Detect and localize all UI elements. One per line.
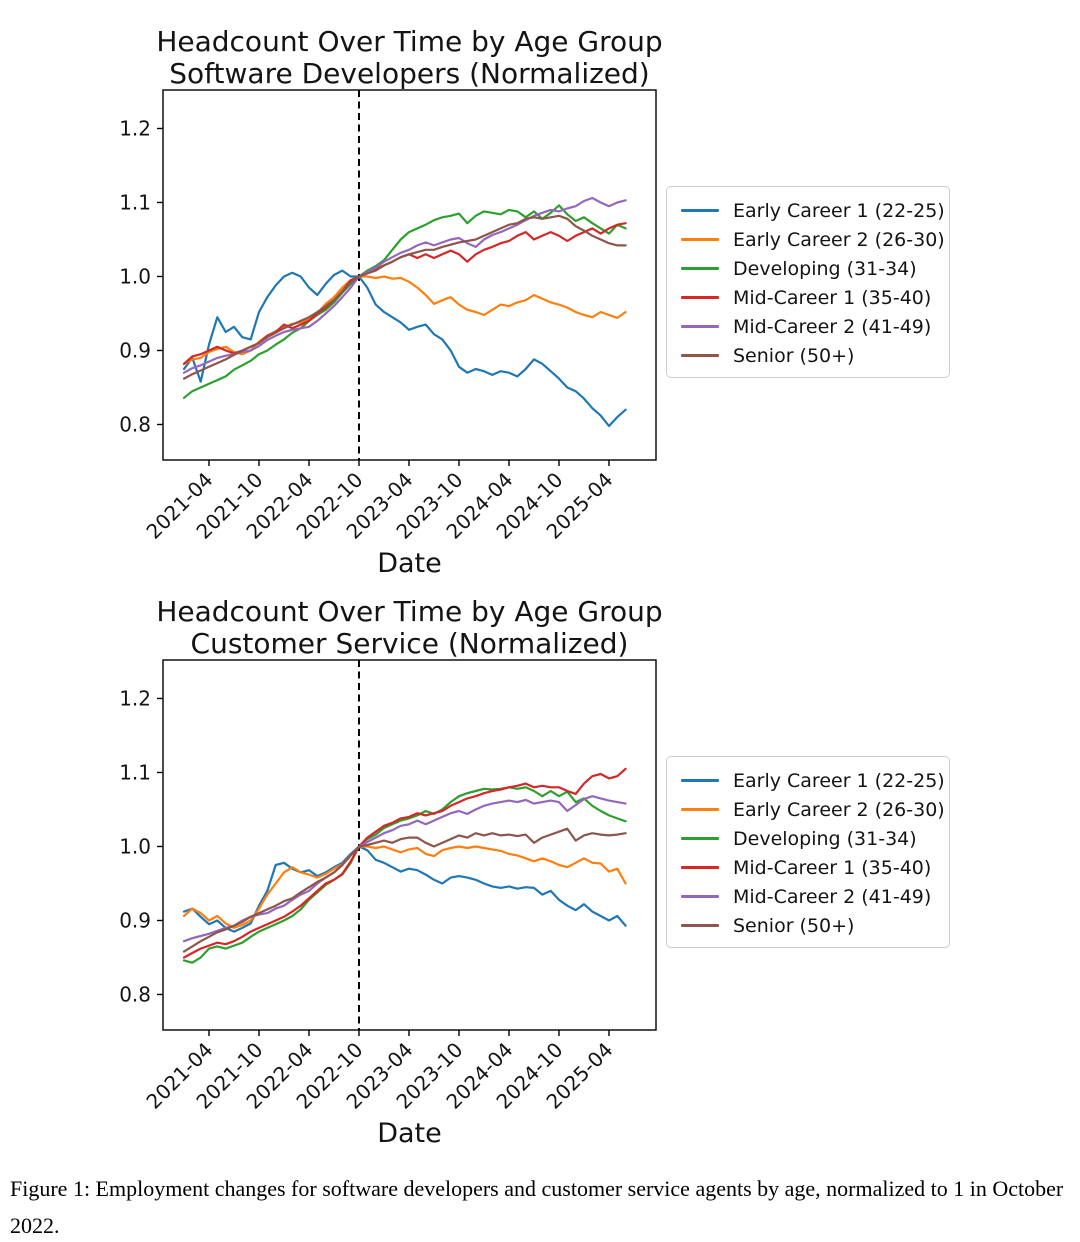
series-line-early-career-1-22-25 bbox=[182, 269, 627, 428]
series-line-senior-50 bbox=[182, 827, 627, 953]
legend-item-early-career-2-26-30: Early Career 2 (26-30) bbox=[673, 225, 945, 254]
legend-item-mid-career-2-41-49: Mid-Career 2 (41-49) bbox=[673, 882, 943, 911]
series-line-mid-career-1-35-40 bbox=[182, 222, 627, 365]
legend-swatch bbox=[681, 808, 719, 811]
legend-swatch bbox=[681, 779, 719, 782]
legend-item-mid-career-1-35-40: Mid-Career 1 (35-40) bbox=[673, 283, 943, 312]
legend-label: Mid-Career 1 (35-40) bbox=[733, 286, 932, 309]
series-line-developing-31-34 bbox=[182, 786, 627, 964]
y-tick-label: 1.0 bbox=[119, 264, 151, 288]
legend-label: Senior (50+) bbox=[733, 344, 855, 367]
chart-title: Headcount Over Time by Age Group Custome… bbox=[0, 596, 819, 660]
legend-item-mid-career-1-35-40: Mid-Career 1 (35-40) bbox=[673, 853, 943, 882]
chart-title-line2: Software Developers (Normalized) bbox=[169, 57, 650, 90]
legend-label: Early Career 1 (22-25) bbox=[733, 769, 945, 792]
chart-title-line1: Headcount Over Time by Age Group bbox=[156, 25, 663, 58]
series-line-mid-career-2-41-49 bbox=[182, 196, 627, 374]
y-tick-label: 1.2 bbox=[119, 686, 151, 710]
legend-swatch bbox=[681, 238, 719, 241]
x-axis-label: Date bbox=[377, 1118, 442, 1149]
legend-swatch bbox=[681, 209, 719, 212]
y-tick-label: 0.8 bbox=[119, 412, 151, 436]
series-line-senior-50 bbox=[182, 214, 627, 380]
legend-label: Mid-Career 2 (41-49) bbox=[733, 315, 932, 338]
figure-caption: Figure 1: Employment changes for softwar… bbox=[10, 1176, 1064, 1238]
legend-label: Early Career 2 (26-30) bbox=[733, 798, 945, 821]
legend-item-early-career-1-22-25: Early Career 1 (22-25) bbox=[673, 196, 945, 225]
legend-label: Mid-Career 1 (35-40) bbox=[733, 856, 932, 879]
legend-item-mid-career-2-41-49: Mid-Career 2 (41-49) bbox=[673, 312, 943, 341]
y-tick-label: 0.9 bbox=[119, 338, 151, 362]
y-tick-label: 0.9 bbox=[119, 908, 151, 932]
y-tick-label: 1.0 bbox=[119, 834, 151, 858]
series-line-mid-career-2-41-49 bbox=[182, 795, 627, 943]
legend-item-senior-50: Senior (50+) bbox=[673, 911, 943, 940]
legend-swatch bbox=[681, 924, 719, 927]
series-line-early-career-2-26-30 bbox=[182, 845, 627, 929]
y-tick-label: 1.1 bbox=[119, 190, 151, 214]
legend-label: Senior (50+) bbox=[733, 914, 855, 937]
legend-swatch bbox=[681, 296, 719, 299]
legend-swatch bbox=[681, 866, 719, 869]
chart-customer-service: 0.8 0.9 1.0 1.1 1.2 2021-04 2021-10 2022-04 2022… bbox=[0, 570, 1080, 1149]
legend-item-early-career-2-26-30: Early Career 2 (26-30) bbox=[673, 795, 945, 824]
legend-swatch bbox=[681, 267, 719, 270]
series-line-mid-career-1-35-40 bbox=[182, 767, 627, 959]
legend-item-developing-31-34: Developing (31-34) bbox=[673, 254, 943, 283]
plot-area-software-developers: 0.80.91.01.11.22021-042021-102022-042022… bbox=[119, 89, 657, 544]
legend-label: Mid-Career 2 (41-49) bbox=[733, 885, 932, 908]
legend-label: Developing (31-34) bbox=[733, 827, 917, 850]
legend-swatch bbox=[681, 837, 719, 840]
plot-area-customer-service: 0.80.91.01.11.22021-042021-102022-042022… bbox=[119, 659, 657, 1114]
legend-swatch bbox=[681, 325, 719, 328]
legend-item-early-career-1-22-25: Early Career 1 (22-25) bbox=[673, 766, 945, 795]
legend-label: Early Career 2 (26-30) bbox=[733, 228, 945, 251]
chart-title-line1: Headcount Over Time by Age Group bbox=[156, 595, 663, 628]
x-axis-label: Date bbox=[377, 548, 442, 579]
legend: Early Career 1 (22-25) Early Career 2 (26… bbox=[666, 756, 950, 948]
legend-item-senior-50: Senior (50+) bbox=[673, 341, 943, 370]
series-line-developing-31-34 bbox=[182, 204, 627, 399]
legend: Early Career 1 (22-25) Early Career 2 (26… bbox=[666, 186, 950, 378]
y-tick-label: 1.2 bbox=[119, 116, 151, 140]
legend-label: Developing (31-34) bbox=[733, 257, 917, 280]
chart-title-line2: Customer Service (Normalized) bbox=[190, 627, 629, 660]
legend-swatch bbox=[681, 354, 719, 357]
legend-swatch bbox=[681, 895, 719, 898]
chart-software-developers: 0.8 0.9 1.0 1.1 1.2 2021-04 2021-10 2022-04 2022… bbox=[0, 0, 1080, 579]
plot-border bbox=[162, 659, 657, 1031]
legend-label: Early Career 1 (22-25) bbox=[733, 199, 945, 222]
y-tick-label: 0.8 bbox=[119, 982, 151, 1006]
series-line-early-career-1-22-25 bbox=[182, 845, 627, 933]
legend-item-developing-31-34: Developing (31-34) bbox=[673, 824, 943, 853]
chart-title: Headcount Over Time by Age Group Softwar… bbox=[0, 26, 819, 90]
y-tick-label: 1.1 bbox=[119, 760, 151, 784]
plot-border bbox=[162, 89, 657, 461]
